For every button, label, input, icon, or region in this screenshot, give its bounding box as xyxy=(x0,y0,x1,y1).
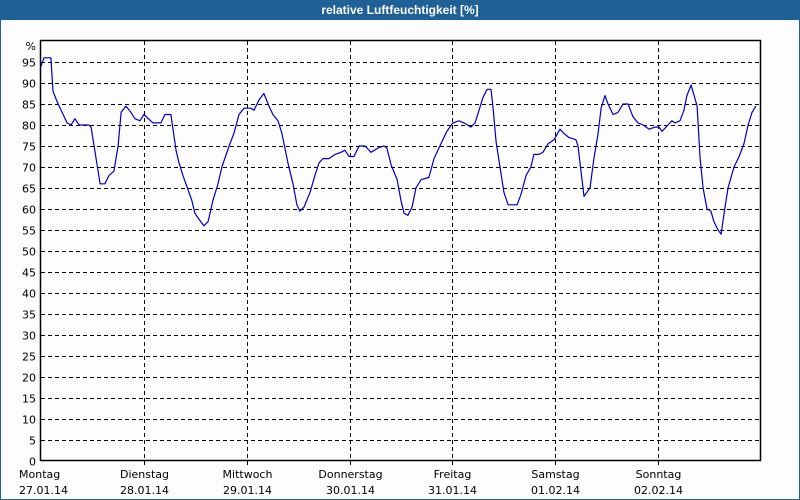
y-axis: 0 5 10 15 20 25 30 35 40 45 50 55 60 65 70 75 80 85 90 95 xyxy=(22,57,36,469)
y-tick-label: 85 xyxy=(22,99,36,112)
x-tick-date: 31.01.14 xyxy=(428,484,477,497)
x-tick-date: 27.01.14 xyxy=(19,484,68,497)
x-tick-date: 30.01.14 xyxy=(326,484,375,497)
y-tick-label: 0 xyxy=(29,456,36,469)
x-tick-date: 01.02.14 xyxy=(531,484,580,497)
x-tick-day: Mittwoch xyxy=(223,468,273,481)
y-tick-label: 20 xyxy=(22,372,36,385)
y-tick-label: 10 xyxy=(22,414,36,427)
x-tick-day: Donnerstag xyxy=(318,468,382,481)
x-axis: Montag 27.01.14 Dienstag 28.01.14 Mittwoch 29… xyxy=(19,468,683,497)
y-tick-label: 80 xyxy=(22,120,36,133)
y-tick-label: 15 xyxy=(22,393,36,406)
x-tick-date: 29.01.14 xyxy=(223,484,272,497)
chart-title: relative Luftfeuchtigkeit [%] xyxy=(0,0,800,20)
x-tick-day: Montag xyxy=(19,468,60,481)
y-tick-label: 25 xyxy=(22,351,36,364)
humidity-line xyxy=(40,57,757,235)
y-tick-label: 75 xyxy=(22,141,36,154)
x-tick-day: Sonntag xyxy=(636,468,682,481)
x-tick-date: 02.02.14 xyxy=(634,484,683,497)
y-tick-label: 95 xyxy=(22,57,36,70)
y-tick-label: 45 xyxy=(22,267,36,280)
y-tick-label: 55 xyxy=(22,225,36,238)
y-axis-unit-label: % xyxy=(26,40,36,53)
y-tick-label: 35 xyxy=(22,309,36,322)
x-tick-day: Freitag xyxy=(434,468,472,481)
y-tick-label: 60 xyxy=(22,204,36,217)
y-tick-label: 5 xyxy=(29,435,36,448)
grid-lines xyxy=(41,41,761,466)
y-tick-label: 40 xyxy=(22,288,36,301)
y-tick-label: 65 xyxy=(22,183,36,196)
plot-frame xyxy=(39,39,762,462)
x-tick-date: 28.01.14 xyxy=(120,484,169,497)
y-tick-label: 50 xyxy=(22,246,36,259)
x-tick-day: Samstag xyxy=(531,468,579,481)
y-tick-label: 90 xyxy=(22,78,36,91)
y-tick-label: 30 xyxy=(22,330,36,343)
y-tick-label: 70 xyxy=(22,162,36,175)
x-tick-day: Dienstag xyxy=(120,468,169,481)
